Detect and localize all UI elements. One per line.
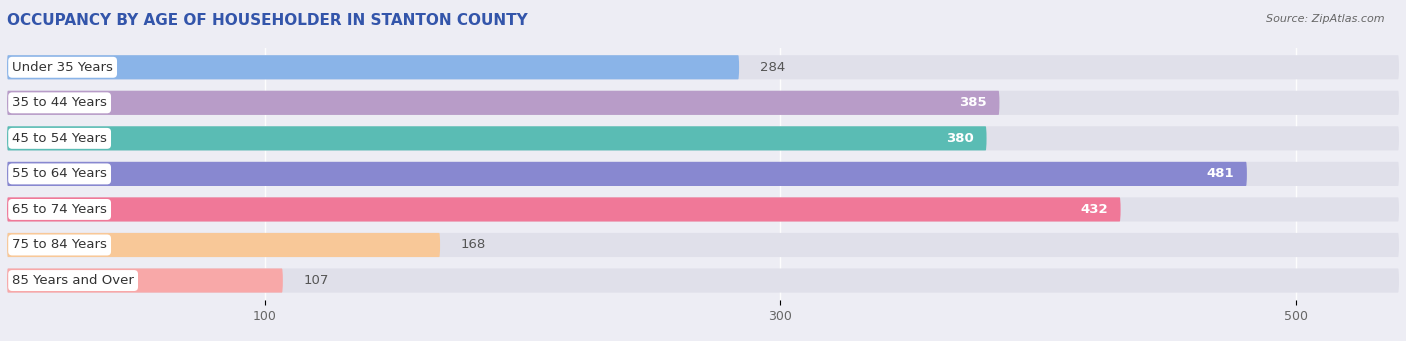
FancyBboxPatch shape <box>7 233 1399 257</box>
Text: 45 to 54 Years: 45 to 54 Years <box>13 132 107 145</box>
FancyBboxPatch shape <box>7 233 440 257</box>
Text: 65 to 74 Years: 65 to 74 Years <box>13 203 107 216</box>
Text: OCCUPANCY BY AGE OF HOUSEHOLDER IN STANTON COUNTY: OCCUPANCY BY AGE OF HOUSEHOLDER IN STANT… <box>7 13 527 28</box>
FancyBboxPatch shape <box>7 162 1247 186</box>
Text: 75 to 84 Years: 75 to 84 Years <box>13 238 107 252</box>
Text: Under 35 Years: Under 35 Years <box>13 61 112 74</box>
FancyBboxPatch shape <box>7 91 1399 115</box>
FancyBboxPatch shape <box>7 197 1399 222</box>
FancyBboxPatch shape <box>7 91 1000 115</box>
Text: 35 to 44 Years: 35 to 44 Years <box>13 96 107 109</box>
FancyBboxPatch shape <box>7 55 740 79</box>
Text: 481: 481 <box>1206 167 1234 180</box>
Text: 284: 284 <box>759 61 785 74</box>
FancyBboxPatch shape <box>7 268 1399 293</box>
FancyBboxPatch shape <box>7 126 987 150</box>
Text: Source: ZipAtlas.com: Source: ZipAtlas.com <box>1267 14 1385 24</box>
Text: 432: 432 <box>1080 203 1108 216</box>
FancyBboxPatch shape <box>7 268 283 293</box>
Text: 107: 107 <box>304 274 329 287</box>
Text: 55 to 64 Years: 55 to 64 Years <box>13 167 107 180</box>
Text: 85 Years and Over: 85 Years and Over <box>13 274 134 287</box>
FancyBboxPatch shape <box>7 162 1399 186</box>
Text: 385: 385 <box>959 96 987 109</box>
FancyBboxPatch shape <box>7 126 1399 150</box>
Text: 380: 380 <box>946 132 974 145</box>
Text: 168: 168 <box>461 238 486 252</box>
FancyBboxPatch shape <box>7 55 1399 79</box>
FancyBboxPatch shape <box>7 197 1121 222</box>
